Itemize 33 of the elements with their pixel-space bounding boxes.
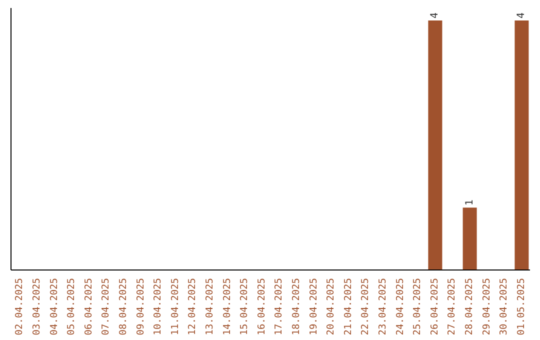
- x-tick-label: 24.04.2025: [394, 278, 406, 336]
- x-tick-label: 16.04.2025: [256, 278, 268, 336]
- x-tick-label: 18.04.2025: [290, 278, 302, 336]
- x-tick-label: 15.04.2025: [239, 278, 250, 336]
- x-tick-label: 23.04.2025: [377, 278, 388, 336]
- x-tick-label: 29.04.2025: [481, 278, 492, 336]
- x-tick-label: 11.04.2025: [170, 278, 181, 336]
- x-tick-label: 21.04.2025: [342, 278, 354, 336]
- x-tick-label: 13.04.2025: [204, 278, 216, 336]
- x-tick-label: 26.04.2025: [429, 278, 440, 336]
- x-tick-label: 25.04.2025: [412, 278, 424, 336]
- x-tick-label: 03.04.2025: [31, 278, 42, 336]
- x-tick-label: 09.04.2025: [135, 278, 146, 336]
- data-label: 1: [464, 200, 476, 206]
- x-tick-label: 10.04.2025: [152, 278, 164, 336]
- x-tick-label: 07.04.2025: [100, 278, 112, 336]
- x-tick-label: 17.04.2025: [274, 278, 285, 336]
- data-label: 4: [516, 12, 528, 18]
- x-tick-label: 06.04.2025: [83, 278, 94, 336]
- x-tick-label: 28.04.2025: [464, 278, 475, 336]
- data-label: 4: [430, 12, 441, 18]
- x-tick-label: 22.04.2025: [360, 278, 372, 336]
- x-tick-label: 02.04.2025: [14, 278, 26, 336]
- x-tick-label: 04.04.2025: [48, 278, 60, 336]
- x-tick-label: 05.04.2025: [66, 278, 78, 336]
- x-tick-label: 27.04.2025: [446, 278, 458, 336]
- x-tick-label: 20.04.2025: [326, 278, 337, 336]
- x-tick-label: 14.04.2025: [222, 278, 233, 336]
- x-tick-label: 01.05.2025: [516, 278, 527, 336]
- x-tick-label: 30.04.2025: [498, 278, 510, 336]
- x-tick-label: 12.04.2025: [187, 278, 198, 336]
- x-tick-label: 19.04.2025: [308, 278, 320, 336]
- x-tick-label: 08.04.2025: [118, 278, 129, 336]
